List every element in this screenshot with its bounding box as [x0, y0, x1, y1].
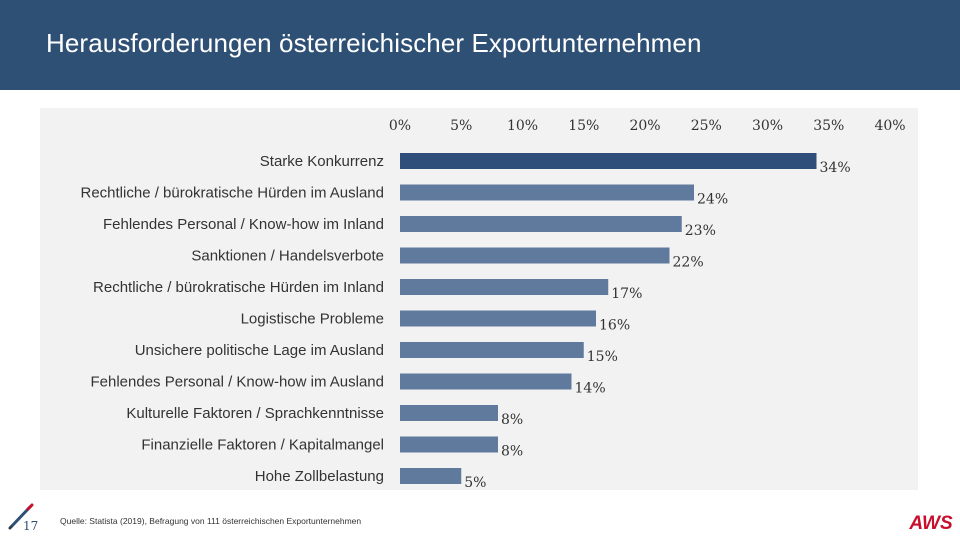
- aws-logo: AWS: [908, 513, 953, 532]
- data-label: 24%: [697, 192, 728, 208]
- bar: [400, 436, 498, 453]
- data-label: 23%: [685, 223, 716, 239]
- category-label: Fehlendes Personal / Know-how im Inland: [103, 216, 384, 233]
- category-label: Logistische Probleme: [241, 311, 384, 328]
- bar-chart: 0% 5% 10% 15% 20% 25% 30% 35% 40% Starke Konkurre…: [81, 118, 906, 490]
- category-label: Rechtliche / bürokratische Hürden im Inl…: [93, 279, 384, 296]
- category-label: Starke Konkurrenz: [260, 153, 384, 170]
- logo-text: AWS: [908, 513, 953, 532]
- bar: [400, 310, 596, 327]
- category-label: Hohe Zollbelastung: [255, 468, 384, 485]
- pen-icon: [8, 503, 34, 530]
- x-tick-label: 15%: [568, 118, 599, 134]
- x-tick-label: 25%: [691, 118, 722, 134]
- data-label: 16%: [599, 318, 630, 334]
- category-label: Finanzielle Faktoren / Kapitalmangel: [141, 437, 384, 454]
- chart-panel: 0% 5% 10% 15% 20% 25% 30% 35% 40% Starke Konkurre…: [40, 108, 918, 490]
- category-label: Sanktionen / Handelsverbote: [191, 248, 384, 265]
- bar: [400, 405, 498, 421]
- data-label: 5%: [464, 475, 486, 490]
- category-label: Kulturelle Faktoren / Sprachkenntnisse: [126, 405, 384, 422]
- page-number: 17: [23, 519, 39, 533]
- bar: [400, 342, 584, 358]
- x-tick-label: 35%: [813, 118, 844, 134]
- bar: [400, 468, 462, 484]
- data-label: 8%: [501, 444, 523, 460]
- page-title: Herausforderungen österreichischer Expor…: [46, 28, 702, 58]
- category-label: Unsichere politische Lage im Ausland: [135, 342, 384, 359]
- data-label: 17%: [611, 286, 642, 302]
- bar: [400, 279, 609, 295]
- x-tick-label: 30%: [752, 118, 783, 134]
- bar: [400, 247, 670, 264]
- data-label: 34%: [820, 160, 851, 176]
- data-label: 22%: [673, 255, 704, 271]
- bar: [400, 373, 572, 390]
- data-label: 8%: [501, 412, 523, 428]
- x-tick-label: 0%: [389, 118, 411, 134]
- data-label: 15%: [587, 349, 618, 365]
- x-tick-label: 20%: [629, 118, 660, 134]
- source-note: Quelle: Statista (2019), Befragung von 1…: [60, 516, 362, 526]
- bar: [400, 216, 682, 232]
- title-banner: Herausforderungen österreichischer Expor…: [0, 0, 960, 90]
- x-tick-label: 5%: [450, 118, 472, 134]
- data-label: 14%: [575, 381, 606, 397]
- bar: [400, 184, 694, 201]
- category-label: Rechtliche / bürokratische Hürden im Aus…: [81, 185, 385, 202]
- bar: [400, 153, 817, 169]
- x-tick-label: 10%: [507, 118, 538, 134]
- category-label: Fehlendes Personal / Know-how im Ausland: [91, 374, 385, 391]
- x-tick-label: 40%: [874, 118, 905, 134]
